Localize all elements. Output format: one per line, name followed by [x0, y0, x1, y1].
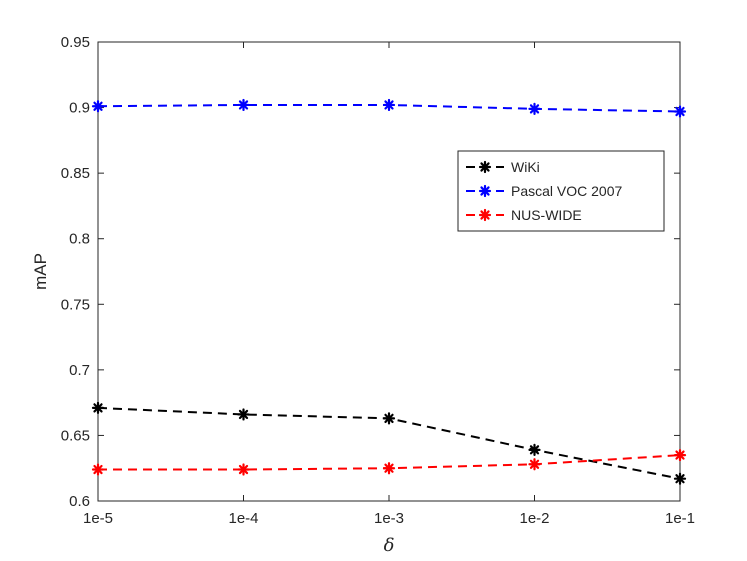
data-point-wiki — [91, 401, 105, 414]
legend-marker — [478, 184, 492, 198]
x-tick-label: 1e-5 — [83, 510, 113, 527]
data-point-pascal-voc-2007 — [91, 100, 105, 113]
data-point-nus-wide — [237, 463, 250, 476]
x-tick-label: 1e-1 — [665, 510, 695, 527]
data-point-nus-wide — [528, 458, 541, 471]
legend-marker — [478, 208, 492, 222]
legend-item-nus-wide: NUS-WIDE — [466, 207, 582, 223]
legend-label: NUS-WIDE — [511, 207, 582, 223]
x-axis-label: δ — [384, 535, 395, 556]
y-axis-label: mAP — [31, 253, 50, 290]
x-tick-label: 1e-2 — [519, 510, 549, 527]
legend-item-wiki: WiKi — [466, 159, 540, 175]
data-point-pascal-voc-2007 — [528, 102, 541, 115]
y-tick-label: 0.8 — [69, 231, 90, 248]
data-point-pascal-voc-2007 — [673, 105, 687, 118]
legend-item-pascal-voc-2007: Pascal VOC 2007 — [466, 183, 622, 199]
x-tick-label: 1e-4 — [228, 510, 258, 527]
y-axis-ticks: 0.6 0.65 0.7 0.75 0.8 0.85 0.9 0.95 — [61, 34, 680, 510]
y-tick-label: 0.95 — [61, 34, 90, 51]
x-tick-label: 1e-3 — [374, 510, 404, 527]
data-point-wiki — [673, 472, 687, 485]
y-tick-label: 0.9 — [69, 100, 90, 117]
legend-label: Pascal VOC 2007 — [511, 183, 622, 199]
y-tick-label: 0.65 — [61, 427, 90, 444]
data-point-nus-wide — [382, 462, 396, 475]
legend-box — [457, 150, 665, 232]
series-pascal-voc-2007 — [91, 98, 687, 118]
legend: WiKi Pascal VOC 2007 NUS-WIDE — [457, 150, 665, 232]
series-group — [91, 98, 687, 485]
data-point-wiki — [382, 412, 396, 425]
data-point-wiki — [528, 443, 541, 456]
y-tick-label: 0.85 — [61, 165, 90, 182]
legend-label: WiKi — [511, 159, 540, 175]
data-point-pascal-voc-2007 — [382, 98, 396, 112]
data-point-nus-wide — [673, 449, 687, 462]
data-point-nus-wide — [91, 463, 105, 476]
y-tick-label: 0.6 — [69, 493, 90, 510]
data-point-pascal-voc-2007 — [237, 98, 250, 112]
series-nus-wide — [91, 449, 687, 476]
data-point-wiki — [237, 408, 250, 421]
legend-items: WiKi Pascal VOC 2007 NUS-WIDE — [466, 159, 622, 223]
y-tick-label: 0.7 — [69, 362, 90, 379]
legend-marker — [478, 160, 492, 174]
x-axis-ticks: 1e-5 1e-4 1e-3 1e-2 1e-1 — [83, 42, 695, 527]
y-tick-label: 0.75 — [61, 296, 90, 313]
series-wiki — [91, 401, 687, 485]
